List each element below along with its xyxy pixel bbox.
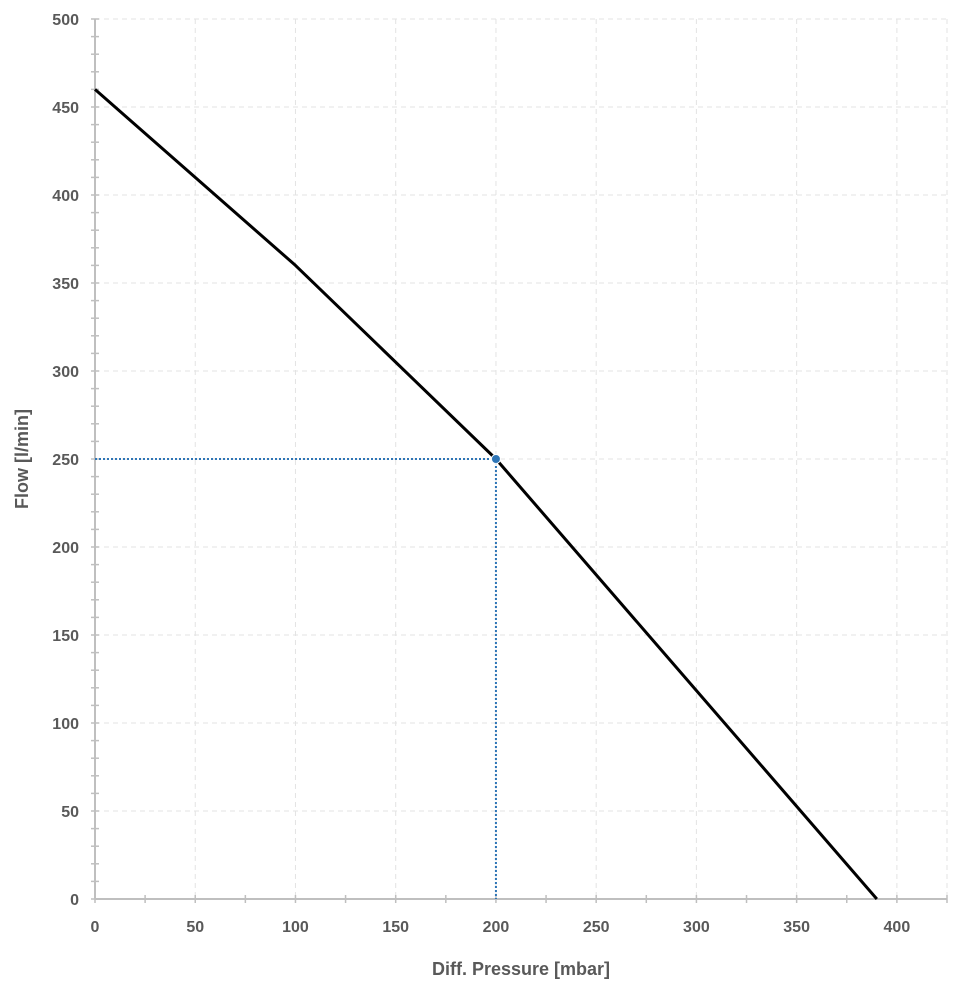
operating-point-marker	[490, 454, 501, 464]
x-tick-label: 400	[884, 919, 911, 936]
axes	[91, 18, 948, 903]
operating-point	[95, 454, 501, 899]
x-tick-label: 50	[186, 919, 204, 936]
x-tick-label: 200	[483, 919, 510, 936]
y-tick-label: 250	[52, 452, 79, 469]
flow-curve	[94, 88, 878, 900]
y-tick-label: 450	[52, 100, 79, 117]
grid	[95, 18, 948, 899]
x-tick-label: 350	[783, 919, 810, 936]
x-tick-label: 250	[583, 919, 610, 936]
y-tick-label: 400	[52, 188, 79, 205]
y-tick-label: 100	[52, 716, 79, 733]
y-tick-label: 350	[52, 276, 79, 293]
y-tick-label: 150	[52, 628, 79, 645]
series	[94, 88, 878, 900]
x-tick-label: 150	[382, 919, 409, 936]
y-tick-label: 500	[52, 12, 79, 29]
x-tick-label: 100	[282, 919, 309, 936]
y-axis-title: Flow [l/min]	[12, 409, 32, 509]
x-tick-label: 0	[91, 919, 100, 936]
y-tick-label: 0	[70, 892, 79, 909]
y-tick-label: 200	[52, 540, 79, 557]
y-tick-label: 300	[52, 364, 79, 381]
x-axis-title: Diff. Pressure [mbar]	[432, 959, 610, 979]
x-tick-label: 300	[683, 919, 710, 936]
y-tick-label: 50	[61, 804, 79, 821]
tick-labels: 0 50 100 150 200 250 300 350 400 450 500 0 50 100 150 2…	[52, 12, 910, 936]
